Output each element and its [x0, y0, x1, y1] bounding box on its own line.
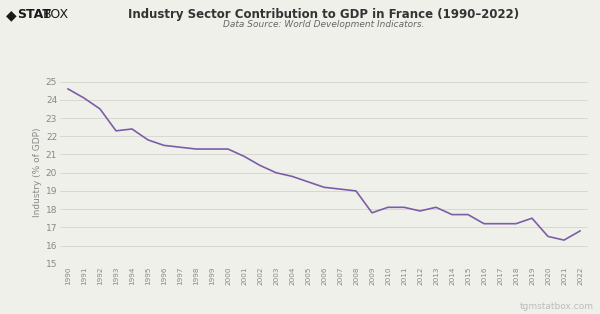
Text: STAT: STAT [17, 8, 50, 21]
Text: Data Source: World Development Indicators.: Data Source: World Development Indicator… [223, 20, 425, 30]
Text: tgmstatbox.com: tgmstatbox.com [520, 302, 594, 311]
Text: ◆: ◆ [6, 8, 17, 22]
Text: BOX: BOX [43, 8, 69, 21]
Y-axis label: Industry (% of GDP): Industry (% of GDP) [32, 128, 41, 218]
Text: Industry Sector Contribution to GDP in France (1990–2022): Industry Sector Contribution to GDP in F… [128, 8, 520, 21]
